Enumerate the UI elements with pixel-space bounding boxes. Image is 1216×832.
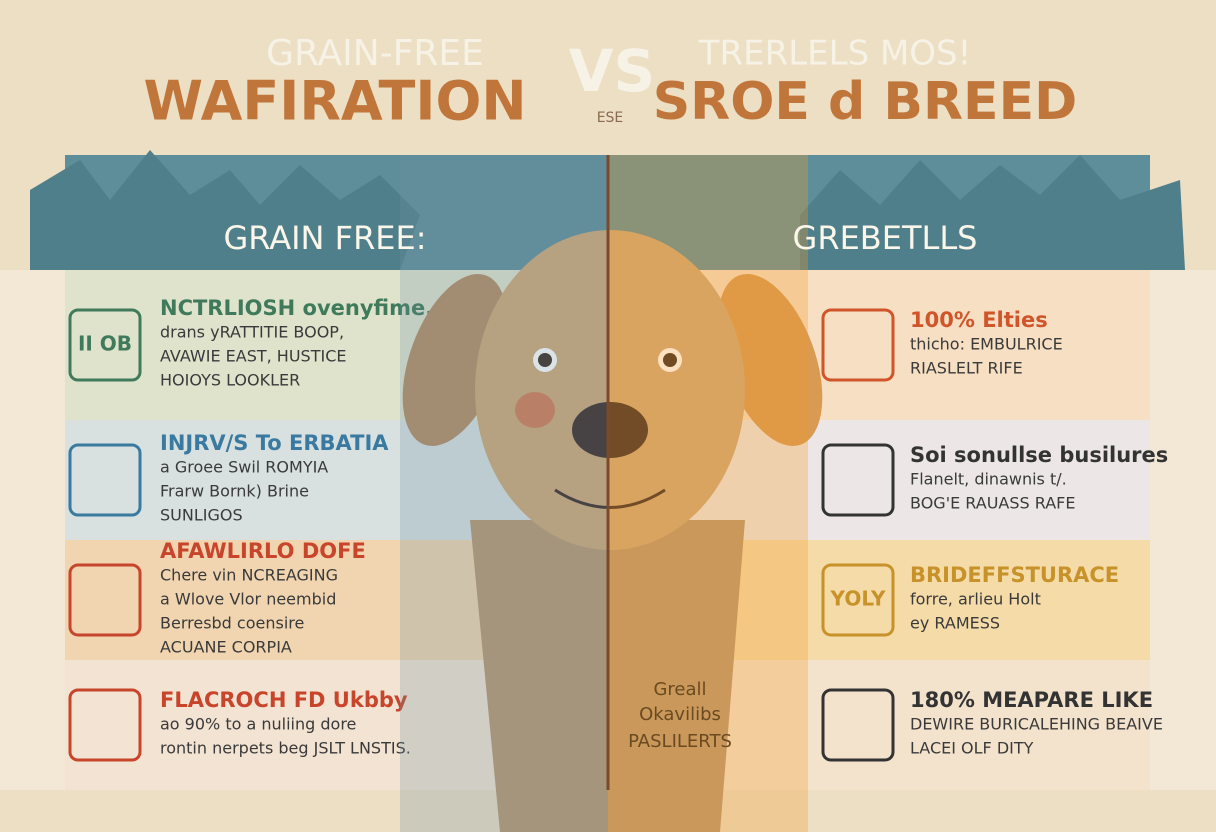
row-title: 180% MEAPARE LIKE <box>910 688 1153 712</box>
row-icon <box>821 443 895 517</box>
center-note: Greall <box>653 679 706 700</box>
tint-left <box>400 155 608 832</box>
grass-right <box>800 155 1185 270</box>
row-text: drans yRATTITIE BOOP, <box>160 323 344 342</box>
vs: VS <box>569 37 656 105</box>
row-text: LACEI OLF DITY <box>910 739 1034 758</box>
row-icon <box>68 688 142 762</box>
right-small-title: TRERLELS MOS! <box>698 34 972 74</box>
grass-left <box>30 150 420 270</box>
left-small-title: GRAIN-FREE <box>266 33 484 74</box>
right-title: SROE d BREED <box>653 72 1078 132</box>
row-text: HOIOYS LOOKLER <box>160 371 300 390</box>
row-title: AFAWLIRLO DOFE <box>160 539 366 563</box>
row-title: Soi sonullse busilures <box>910 443 1168 467</box>
dog-pupil <box>538 353 552 367</box>
dog-nose <box>572 402 648 458</box>
row-icon <box>821 563 895 637</box>
icon-label: YOLY <box>830 587 886 611</box>
vs-sub: ESE <box>597 110 624 126</box>
row-text: Frarw Bornk) Brine <box>160 482 309 501</box>
row-text: thicho: EMBULRICE <box>910 335 1063 354</box>
row-title: BRIDEFFSTURACE <box>910 563 1119 587</box>
row-text: ao 90% to a nuliing dore <box>160 715 356 734</box>
icon-label: II OB <box>78 332 132 356</box>
row-title: NCTRLIOSH ovenyfime, <box>160 296 433 320</box>
dog-head <box>475 230 745 550</box>
dog <box>400 155 823 832</box>
row-text: Berresbd coensire <box>160 614 304 633</box>
tint-right <box>608 155 808 832</box>
row-icon <box>68 563 142 637</box>
dog-mouth <box>554 488 666 509</box>
column-heading: GREBETLLS <box>793 219 978 257</box>
column-heading: GRAIN FREE: <box>223 219 426 257</box>
row-text: Chere vin NCREAGING <box>160 566 338 585</box>
row-text: ACUANE CORPIA <box>160 638 292 657</box>
row-text: BOG'E RAUASS RAFE <box>910 494 1075 513</box>
row-icon <box>68 308 142 382</box>
row-text: a Groee Swil ROMYIA <box>160 458 328 477</box>
center-note: PASLILERTS <box>628 731 732 752</box>
row-text: AVAWIE EAST, HUSTICE <box>160 347 346 366</box>
row-title: FLACROCH FD Ukbby <box>160 688 408 712</box>
center-note: Okavilibs <box>639 704 721 725</box>
left-title: WAFIRATION <box>143 70 526 133</box>
row-title: INJRV/S To ERBATIA <box>160 431 389 455</box>
row-text: DEWIRE BURICALEHING BEAIVE <box>910 715 1163 734</box>
row-text: a Wlove Vlor neembid <box>160 590 336 609</box>
row-text: ey RAMESS <box>910 614 1000 633</box>
dog-cheek <box>515 392 555 428</box>
row-icon <box>821 308 895 382</box>
row-text: RIASLELT RIFE <box>910 359 1023 378</box>
row-text: SUNLIGOS <box>160 506 243 525</box>
dog-pupil <box>663 353 677 367</box>
row-text: rontin nerpets beg JSLT LNSTIS. <box>160 739 411 758</box>
row-icon <box>68 443 142 517</box>
row-text: Flanelt, dinawnis t/. <box>910 470 1067 489</box>
row-title: 100% Elties <box>910 308 1048 332</box>
row-text: forre, arlieu Holt <box>910 590 1041 609</box>
row-icon <box>821 688 895 762</box>
